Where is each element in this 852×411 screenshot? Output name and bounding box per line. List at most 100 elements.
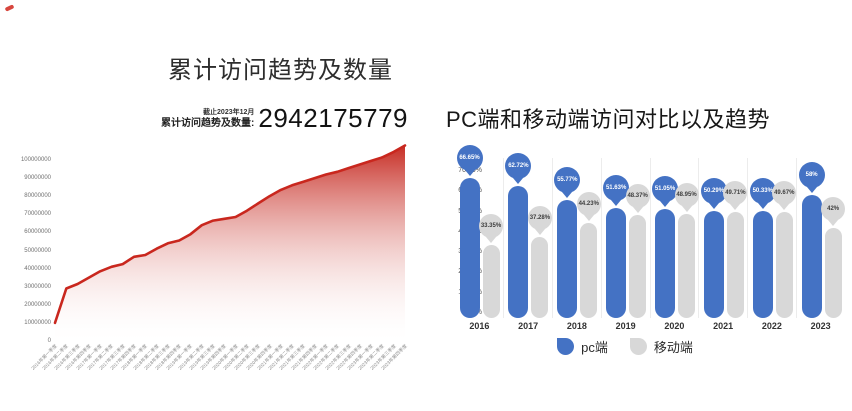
year-group-2019: 51.63% 48.37% bbox=[602, 158, 651, 318]
x-tick-label-2021: 2021 bbox=[713, 321, 734, 331]
bar-label-bubble: 49.67% bbox=[772, 181, 797, 211]
year-group-2017: 62.72% 37.28% bbox=[504, 152, 553, 318]
bar-label-bubble: 50.29% bbox=[700, 177, 727, 209]
bar-pc-2018[interactable] bbox=[557, 199, 578, 318]
bubble-value: 44.23% bbox=[576, 192, 601, 217]
bar-pc-2016[interactable] bbox=[459, 177, 480, 318]
legend-label: 移动端 bbox=[653, 340, 693, 355]
bar-mobile-2018[interactable] bbox=[580, 223, 598, 318]
bar-mobile-2016[interactable] bbox=[482, 245, 500, 318]
bubble-tail bbox=[779, 204, 790, 211]
legend-item-pc[interactable]: pc端 bbox=[557, 337, 608, 356]
y-tick-label: 40000000 bbox=[24, 265, 51, 272]
bubble-value: 48.95% bbox=[674, 182, 699, 207]
stat-captions: 截止2023年12月 累计访问趋势及数量: bbox=[161, 109, 254, 130]
x-tick-label-2019: 2019 bbox=[615, 321, 636, 331]
bubble-tail bbox=[730, 204, 741, 211]
bar-label-bubble: 58% bbox=[798, 162, 825, 194]
bar-mobile-2021[interactable] bbox=[726, 212, 744, 318]
bar-label-bubble: 42% bbox=[821, 196, 846, 226]
bubble-value: 51.05% bbox=[652, 176, 678, 203]
right-chart-title: PC端和移动端访问对比以及趋势 bbox=[446, 106, 771, 132]
bar-mobile-2023[interactable] bbox=[824, 227, 842, 318]
legend: pc端 移动端 bbox=[430, 337, 820, 356]
bubble-tail bbox=[757, 202, 768, 209]
bar-label-bubble: 48.37% bbox=[625, 183, 650, 213]
x-tick-label-2018: 2018 bbox=[566, 321, 587, 331]
bar-pc-2020[interactable] bbox=[655, 209, 675, 318]
bubble-value: 48.37% bbox=[625, 183, 650, 208]
y-tick-label: 50000000 bbox=[24, 247, 51, 254]
legend-item-mobile[interactable]: 移动端 bbox=[629, 337, 693, 356]
bar-chart-plot: 66.65% 33.35% 62.72% 37.28% 55.77% 44.23% 51.6… bbox=[455, 144, 846, 318]
red-corner-mark bbox=[4, 4, 15, 12]
x-tick-label-2017: 2017 bbox=[518, 321, 539, 331]
bubble-tail bbox=[562, 191, 573, 198]
bar-pc-2022[interactable] bbox=[752, 210, 773, 318]
year-group-2018: 55.77% 44.23% bbox=[553, 158, 602, 318]
y-tick-label: 100000000 bbox=[20, 157, 51, 163]
bubble-tail bbox=[583, 215, 594, 222]
bar-pc-2017[interactable] bbox=[508, 185, 529, 318]
bubble-tail bbox=[513, 177, 524, 184]
y-tick-label: 70000000 bbox=[24, 211, 51, 218]
legend-droplet-icon bbox=[557, 338, 575, 355]
legend-droplet-icon bbox=[629, 338, 647, 355]
bar-label-bubble: 33.35% bbox=[479, 214, 503, 244]
bar-label-bubble: 50.33% bbox=[749, 177, 776, 209]
y-tick-label: 80000000 bbox=[24, 193, 51, 200]
bubble-value: 51.63% bbox=[603, 175, 630, 202]
stat-value: 2942175779 bbox=[258, 103, 408, 133]
bubble-value: 58% bbox=[798, 162, 825, 189]
y-tick-label: 90000000 bbox=[24, 175, 51, 182]
bar-x-axis: 2016 2017 2018 2019 2020 2021 2022 2023 bbox=[455, 321, 845, 331]
x-tick-label-2023: 2023 bbox=[810, 321, 831, 331]
y-tick-label: 60000000 bbox=[24, 229, 51, 236]
bubble-tail bbox=[486, 237, 496, 244]
year-group-2020: 51.05% 48.95% bbox=[651, 158, 700, 318]
year-group-2023: 58% 42% bbox=[797, 158, 846, 318]
bar-label-bubble: 55.77% bbox=[554, 166, 581, 198]
bar-label-bubble: 51.63% bbox=[603, 175, 630, 207]
bubble-tail bbox=[828, 219, 839, 226]
bar-pc-2023[interactable] bbox=[801, 195, 822, 318]
bar-label-bubble: 48.95% bbox=[674, 182, 699, 212]
bar-mobile-2022[interactable] bbox=[775, 212, 793, 318]
x-tick-label-2016: 2016 bbox=[469, 321, 490, 331]
bar-label-bubble: 62.72% bbox=[505, 152, 532, 184]
left-chart-title: 累计访问趋势及数量 bbox=[168, 57, 393, 85]
area-line[interactable] bbox=[53, 144, 407, 325]
bubble-value: 33.35% bbox=[479, 214, 503, 239]
bar-label-bubble: 51.05% bbox=[652, 176, 678, 208]
bubble-tail bbox=[632, 206, 643, 213]
y-tick-label: 30000000 bbox=[24, 283, 51, 290]
bubble-value: 55.77% bbox=[554, 166, 581, 193]
bubble-tail bbox=[534, 229, 545, 236]
bar-pc-2021[interactable] bbox=[703, 210, 724, 318]
year-group-2016: 66.65% 33.35% bbox=[455, 144, 504, 318]
bubble-tail bbox=[708, 202, 719, 209]
bar-pc-2019[interactable] bbox=[606, 208, 627, 318]
y-tick-label: 10000000 bbox=[24, 319, 51, 326]
year-group-2021: 50.29% 49.71% bbox=[699, 158, 749, 318]
bubble-value: 42% bbox=[821, 196, 846, 221]
x-tick-label-2022: 2022 bbox=[761, 321, 782, 331]
bubble-tail bbox=[681, 205, 692, 212]
bubble-tail bbox=[660, 201, 670, 208]
bar-label-bubble: 37.28% bbox=[527, 206, 552, 236]
bubble-tail bbox=[464, 169, 475, 176]
area-fill bbox=[55, 145, 405, 341]
bar-label-bubble: 49.71% bbox=[723, 181, 748, 211]
bar-mobile-2019[interactable] bbox=[629, 214, 647, 318]
bar-mobile-2017[interactable] bbox=[531, 237, 549, 318]
bubble-value: 37.28% bbox=[527, 206, 552, 231]
year-group-2022: 50.33% 49.67% bbox=[748, 158, 798, 318]
bubble-tail bbox=[611, 200, 622, 207]
bubble-value: 49.67% bbox=[772, 181, 797, 206]
legend-label: pc端 bbox=[581, 340, 608, 355]
bar-mobile-2020[interactable] bbox=[678, 213, 695, 318]
cumulative-stat: 截止2023年12月 累计访问趋势及数量: 2942175779 bbox=[150, 103, 408, 133]
area-chart bbox=[53, 144, 407, 341]
x-tick-label-2020: 2020 bbox=[664, 321, 685, 331]
